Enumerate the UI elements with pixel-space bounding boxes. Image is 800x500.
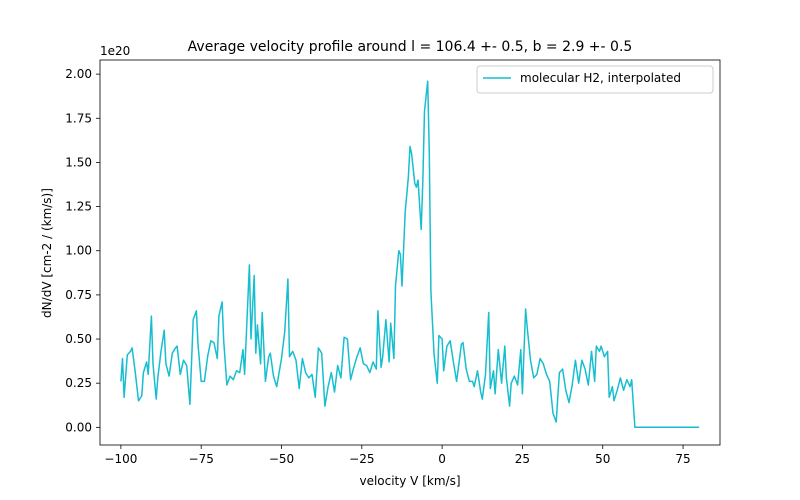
- y-axis-label: dN/dV [cm-2 / (km/s)]: [40, 188, 54, 318]
- y-tick-label: 1.50: [65, 155, 92, 169]
- x-tick-label: 75: [675, 452, 690, 466]
- plot-area: [100, 60, 720, 445]
- series-line-0: [120, 80, 700, 429]
- y-tick-label: 1.00: [65, 244, 92, 258]
- legend: molecular H2, interpolated: [476, 65, 714, 94]
- plot-frame: [99, 59, 721, 446]
- y-axis-ticks: 0.00 0.25 0.50 0.75 1.00 1.25 1.50 1.75 2.00: [65, 67, 100, 434]
- y-tick-label: 2.00: [65, 67, 92, 81]
- x-tick-label: 25: [515, 452, 530, 466]
- x-tick-label: 50: [595, 452, 610, 466]
- chart-title: Average velocity profile around l = 106.…: [188, 39, 633, 55]
- x-axis-label: velocity V [km/s]: [359, 474, 460, 488]
- y-tick-label: 0.75: [65, 288, 92, 302]
- x-tick-label: −75: [189, 452, 214, 466]
- legend-label: molecular H2, interpolated: [520, 71, 681, 85]
- y-tick-label: 1.25: [65, 200, 92, 214]
- y-offset-label: 1e20: [100, 44, 130, 58]
- x-tick-label: −50: [269, 452, 294, 466]
- y-tick-label: 1.75: [65, 111, 92, 125]
- x-tick-label: −100: [104, 452, 137, 466]
- y-tick-label: 0.25: [65, 376, 92, 390]
- y-tick-label: 0.00: [65, 420, 92, 434]
- x-axis-ticks: −100 −75 −50 −25 0 25 50 75: [104, 445, 691, 466]
- legend-box: [476, 65, 714, 94]
- x-tick-label: −25: [349, 452, 374, 466]
- y-tick-label: 0.50: [65, 332, 92, 346]
- series-layer: [120, 80, 700, 429]
- x-tick-label: 0: [438, 452, 446, 466]
